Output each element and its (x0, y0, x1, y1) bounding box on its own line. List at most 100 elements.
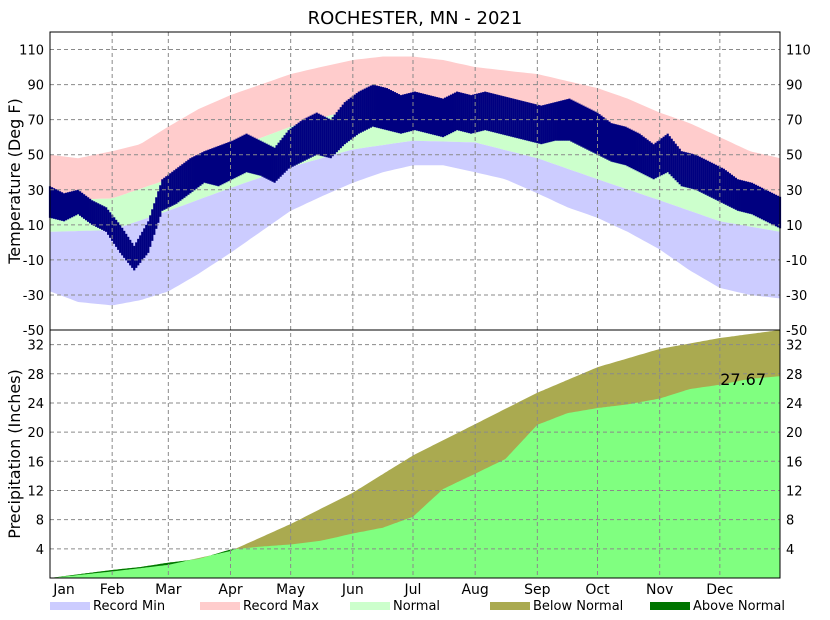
temperature-bar (103, 206, 106, 231)
temperature-tick-right: 50 (786, 149, 803, 164)
month-label: Sep (524, 582, 551, 598)
temperature-bar (514, 99, 517, 138)
temperature-bar (700, 157, 703, 193)
temperature-bar (267, 144, 270, 180)
temperature-bar (454, 92, 457, 132)
temperature-bar (698, 156, 701, 192)
temperature-bar (161, 179, 164, 211)
chart-title: ROCHESTER, MN - 2021 (308, 8, 523, 29)
temperature-bar (347, 99, 350, 142)
temperature-bar (225, 142, 228, 183)
month-label: Oct (585, 582, 610, 598)
temperature-bar (165, 176, 168, 209)
temperature-bar (211, 148, 214, 185)
temperature-bar (125, 233, 128, 261)
temperature-bar (758, 186, 762, 219)
month-label: Dec (706, 582, 733, 598)
temperature-bar (502, 96, 505, 135)
temperature-bar (766, 190, 770, 223)
temperature-bar (566, 99, 569, 141)
temperature-bar (379, 86, 383, 129)
temperature-bar (119, 224, 122, 253)
temperature-bar (688, 153, 691, 189)
temperature-bar (496, 94, 499, 134)
temperature-bar (686, 152, 689, 188)
temperature-bar (500, 95, 503, 135)
temperature-tick-left: 30 (27, 184, 44, 199)
temperature-bar (756, 185, 760, 218)
temperature-bar (265, 143, 268, 179)
temperature-bar (239, 136, 242, 176)
temperature-bar (580, 104, 583, 147)
temperature-bar (82, 194, 86, 219)
temperature-bar (429, 95, 433, 135)
precipitation-tick-left: 8 (36, 514, 44, 529)
temperature-bar (662, 136, 665, 175)
temperature-bar (209, 148, 212, 185)
temperature-bar (337, 109, 340, 151)
temperature-bar (289, 128, 292, 168)
temperature-bar (528, 102, 531, 142)
precipitation-tick-right: 32 (786, 339, 803, 354)
temperature-bar (588, 108, 591, 151)
temperature-bar (223, 143, 226, 184)
temperature-bar (183, 162, 186, 198)
temperature-bar (99, 204, 102, 229)
precipitation-axis-label: Precipitation (Inches) (5, 369, 24, 539)
temperature-bar (395, 93, 399, 133)
temperature-bar (91, 200, 94, 225)
temperature-bar (760, 187, 764, 220)
temperature-bar (706, 160, 709, 196)
temperature-bar (155, 197, 158, 229)
temperature-bar (52, 188, 56, 219)
temperature-bar (431, 96, 435, 135)
temperature-bar (76, 189, 80, 215)
temperature-bar (129, 239, 132, 266)
temperature-bar (652, 144, 655, 180)
temperature-bar (692, 154, 695, 190)
temperature-bar (530, 103, 533, 142)
temperature-bar (177, 167, 180, 203)
temperature-bar (323, 116, 326, 157)
temperature-bar (660, 138, 663, 176)
temperature-bar (277, 142, 280, 179)
temperature-bar (72, 190, 76, 217)
temperature-bar (109, 212, 112, 238)
month-labels: Jan Feb Mar Apr May Jun Jul Aug Sep Oct Nov Dec (52, 582, 733, 598)
temperature-bar (409, 92, 413, 132)
temperature-bar (381, 87, 385, 130)
temperature-bar (171, 171, 174, 206)
temperature-bar (626, 127, 629, 167)
temperature-bar (594, 111, 597, 154)
temperature-bar (702, 158, 705, 194)
temperature-bar (89, 198, 92, 224)
month-label: Jan (52, 582, 75, 598)
temperature-bar (213, 147, 216, 186)
temperature-bar (532, 103, 535, 143)
temperature-bar (275, 145, 278, 181)
temperature-bar (458, 92, 461, 131)
month-label: Feb (100, 582, 125, 598)
temperature-bar (498, 95, 501, 134)
temperature-bar (101, 205, 104, 230)
temperature-bar (417, 92, 421, 132)
temperature-bar (638, 133, 641, 173)
temperature-bar (349, 97, 352, 140)
temperature-bar (58, 191, 62, 221)
temperature-bar (768, 191, 772, 224)
temperature-bar (630, 129, 633, 169)
temperature-bar (462, 93, 465, 132)
month-label: Nov (646, 582, 673, 598)
temperature-bar (70, 191, 74, 218)
temperature-bar (425, 94, 429, 134)
temperature-bar (704, 159, 707, 195)
temperature-bar (56, 190, 60, 220)
temperature-bar (558, 101, 561, 141)
temperature-tick-right: 70 (786, 114, 803, 129)
temperature-bar (243, 134, 246, 174)
temperature-bar (403, 94, 407, 133)
temperature-bar (167, 174, 170, 208)
temperature-bar (510, 98, 513, 137)
temperature-bar (231, 140, 234, 180)
temperature-bar (624, 126, 627, 166)
